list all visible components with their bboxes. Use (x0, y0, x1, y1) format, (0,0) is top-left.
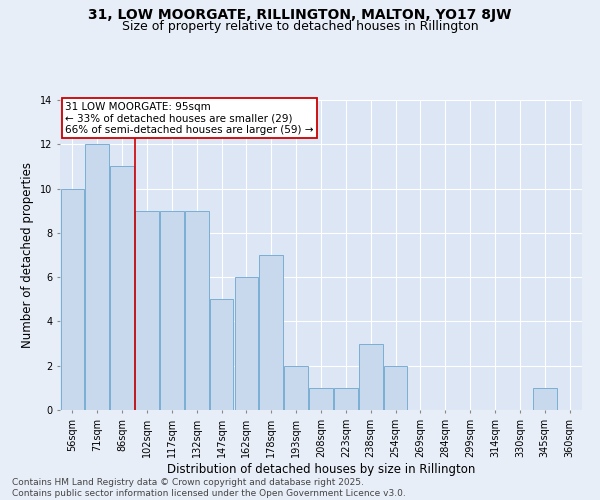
Bar (61, 188, 84, 410)
Bar (85, 144, 109, 410)
Bar (210, 300, 233, 410)
Text: Size of property relative to detached houses in Rillington: Size of property relative to detached ho… (122, 20, 478, 33)
Bar (235, 277, 258, 410)
Bar (359, 344, 383, 410)
X-axis label: Distribution of detached houses by size in Rillington: Distribution of detached houses by size … (167, 462, 475, 475)
Text: Contains HM Land Registry data © Crown copyright and database right 2025.
Contai: Contains HM Land Registry data © Crown c… (12, 478, 406, 498)
Y-axis label: Number of detached properties: Number of detached properties (22, 162, 34, 348)
Bar (110, 166, 134, 410)
Bar (284, 366, 308, 410)
Bar (135, 210, 159, 410)
Bar (160, 210, 184, 410)
Text: 31, LOW MOORGATE, RILLINGTON, MALTON, YO17 8JW: 31, LOW MOORGATE, RILLINGTON, MALTON, YO… (88, 8, 512, 22)
Bar (259, 255, 283, 410)
Text: 31 LOW MOORGATE: 95sqm
← 33% of detached houses are smaller (29)
66% of semi-det: 31 LOW MOORGATE: 95sqm ← 33% of detached… (65, 102, 314, 134)
Bar (309, 388, 333, 410)
Bar (533, 388, 557, 410)
Bar (384, 366, 407, 410)
Bar (185, 210, 209, 410)
Bar (334, 388, 358, 410)
